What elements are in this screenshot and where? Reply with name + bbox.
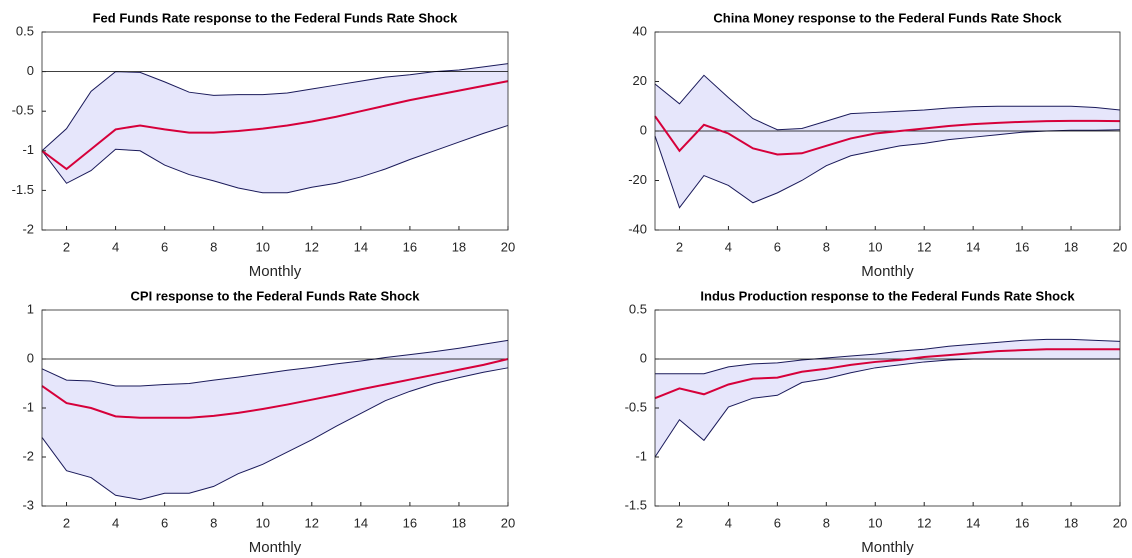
- y-tick-label: -1: [22, 399, 34, 414]
- x-axis-label: Monthly: [249, 539, 302, 556]
- x-tick-label: 4: [112, 239, 119, 254]
- chart-title: CPI response to the Federal Funds Rate S…: [131, 288, 421, 303]
- x-tick-label: 20: [1113, 515, 1127, 530]
- x-tick-label: 8: [823, 239, 830, 254]
- x-tick-label: 18: [1064, 239, 1078, 254]
- x-tick-label: 6: [774, 515, 781, 530]
- band-fill: [42, 63, 508, 193]
- y-tick-label: 0.5: [629, 301, 647, 316]
- x-tick-label: 8: [210, 239, 217, 254]
- y-tick-label: -0.5: [12, 103, 34, 118]
- y-tick-label: -2: [22, 221, 34, 236]
- band-fill: [655, 75, 1120, 208]
- x-tick-label: 10: [868, 239, 882, 254]
- x-tick-label: 4: [725, 515, 732, 530]
- y-tick-label: -1: [635, 448, 647, 463]
- band-fill: [42, 340, 508, 500]
- x-tick-label: 12: [305, 515, 319, 530]
- y-tick-label: 20: [633, 73, 647, 88]
- x-tick-label: 4: [112, 515, 119, 530]
- y-tick-label: -20: [628, 172, 647, 187]
- x-tick-label: 10: [256, 515, 270, 530]
- y-tick-label: 0: [640, 350, 647, 365]
- y-tick-label: 0.5: [16, 23, 34, 38]
- band-upper: [41, 339, 509, 387]
- chart-title: China Money response to the Federal Fund…: [713, 10, 1062, 25]
- band-fill: [655, 339, 1120, 457]
- x-tick-label: 8: [210, 515, 217, 530]
- x-tick-label: 6: [161, 239, 168, 254]
- x-tick-label: 12: [917, 239, 931, 254]
- x-tick-label: 2: [63, 239, 70, 254]
- x-tick-label: 14: [354, 239, 368, 254]
- response-line: [654, 348, 1120, 400]
- y-tick-label: -1.5: [12, 182, 34, 197]
- x-tick-label: 20: [501, 515, 515, 530]
- response-line: [654, 115, 1121, 156]
- band-upper: [655, 338, 1121, 375]
- x-tick-label: 6: [774, 239, 781, 254]
- response-line: [41, 358, 509, 419]
- y-tick-label: -40: [628, 221, 647, 236]
- x-tick-label: 6: [161, 515, 168, 530]
- x-tick-label: 2: [676, 239, 683, 254]
- x-tick-label: 12: [305, 239, 319, 254]
- x-axis-label: Monthly: [249, 263, 302, 280]
- x-tick-label: 16: [403, 239, 417, 254]
- x-tick-label: 14: [354, 515, 368, 530]
- x-tick-label: 12: [917, 515, 931, 530]
- x-axis-label: Monthly: [861, 263, 914, 280]
- y-tick-label: 40: [633, 23, 647, 38]
- x-tick-label: 10: [256, 239, 270, 254]
- x-tick-label: 18: [452, 515, 466, 530]
- y-tick-label: -0.5: [625, 399, 647, 414]
- band-lower: [41, 124, 509, 194]
- chart-title: Indus Production response to the Federal…: [700, 288, 1075, 303]
- x-tick-label: 16: [1015, 239, 1029, 254]
- x-tick-label: 14: [966, 239, 980, 254]
- x-tick-label: 10: [868, 515, 882, 530]
- x-tick-label: 20: [1113, 239, 1127, 254]
- band-lower: [41, 367, 509, 501]
- y-tick-label: -1: [22, 142, 34, 157]
- x-tick-label: 16: [403, 515, 417, 530]
- y-tick-label: -1.5: [625, 497, 647, 512]
- x-tick-label: 18: [452, 239, 466, 254]
- x-tick-label: 18: [1064, 515, 1078, 530]
- x-tick-label: 8: [823, 515, 830, 530]
- y-tick-label: -3: [22, 497, 34, 512]
- y-tick-label: 0: [27, 350, 34, 365]
- axes-frame: [41, 31, 509, 231]
- x-tick-label: 20: [501, 239, 515, 254]
- response-line: [41, 80, 509, 171]
- x-tick-label: 2: [63, 515, 70, 530]
- y-tick-label: 0: [27, 63, 34, 78]
- x-tick-label: 4: [725, 239, 732, 254]
- x-tick-label: 16: [1015, 515, 1029, 530]
- chart-title: Fed Funds Rate response to the Federal F…: [93, 10, 459, 25]
- x-tick-label: 14: [966, 515, 980, 530]
- x-axis-label: Monthly: [861, 539, 914, 556]
- band-upper: [654, 74, 1121, 131]
- y-tick-label: -2: [22, 448, 34, 463]
- x-tick-label: 2: [676, 515, 683, 530]
- y-tick-label: 0: [640, 122, 647, 137]
- y-tick-label: 1: [27, 301, 34, 316]
